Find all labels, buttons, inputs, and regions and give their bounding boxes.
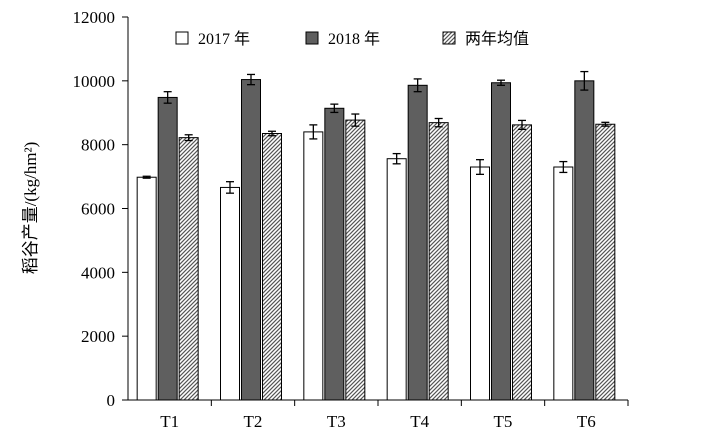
bar-t2-series-3 [262,132,282,401]
legend-label-1: 2017 年 [198,30,250,48]
legend-swatch-3 [442,31,456,45]
y-axis-label: 稻谷产量/(kg/hm²) [21,142,40,275]
bar-t4-series-3 [428,122,449,401]
bar-t4-series-2 [407,84,428,401]
y-tick-label: 4000 [81,263,115,282]
bar-t3-series-2 [324,107,345,401]
y-axis-ticks: 0 2000 4000 6000 8000 10000 12000 [73,8,128,410]
bar-t1-series-3 [178,137,199,401]
x-axis-tick-labels: T1 T2 T3 T4 T5 T6 [160,400,629,431]
axes [127,17,628,401]
x-tick-label-t1: T1 [160,412,179,431]
bar-t1-series-2 [157,96,178,401]
legend-label-2: 2018 年 [328,30,380,48]
bar-t3-series-3 [345,119,366,401]
x-tick-label-t3: T3 [327,412,346,431]
bar-t2-series-2 [241,79,261,401]
bar-t5-series-3 [512,124,532,401]
legend: 2017 年 2018 年 两年均值 [175,30,529,48]
y-tick-label: 0 [107,391,116,410]
bar-t2-series-1 [220,186,240,401]
legend-swatch-1 [175,31,189,45]
bar-t1-series-1 [136,176,157,401]
bar-t4-series-1 [386,158,407,401]
y-tick-label: 12000 [73,8,116,27]
bar-t5-series-1 [470,166,490,401]
x-tick-label-t4: T4 [410,412,429,431]
bar-t6-series-3 [595,123,616,401]
legend-swatch-2 [305,31,319,45]
bar-t6-series-2 [574,80,595,401]
legend-label-3: 两年均值 [465,30,529,48]
y-tick-label: 8000 [81,136,115,155]
x-tick-label-t5: T5 [494,412,513,431]
x-tick-label-t6: T6 [577,412,596,431]
y-tick-label: 2000 [81,327,115,346]
bar-t6-series-1 [553,166,574,401]
bar-t5-series-2 [491,82,511,401]
bars [136,70,616,401]
x-tick-label-t2: T2 [244,412,263,431]
y-tick-label: 6000 [81,200,115,219]
y-tick-label: 10000 [73,72,116,91]
bar-t3-series-1 [303,131,324,401]
